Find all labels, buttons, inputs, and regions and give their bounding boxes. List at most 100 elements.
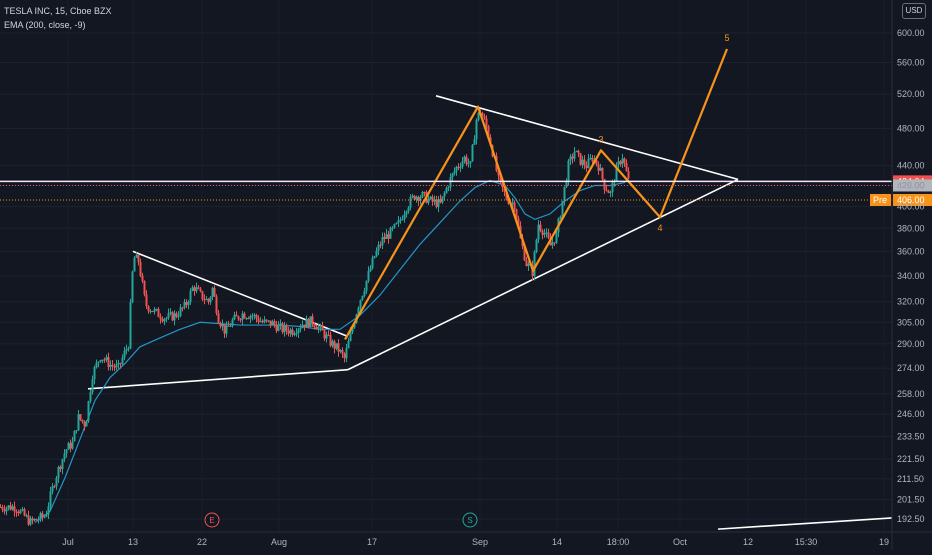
candle-body xyxy=(377,244,380,251)
candle-body xyxy=(33,518,36,521)
candle-body xyxy=(15,511,18,513)
candle-body xyxy=(611,182,614,192)
indicator-title[interactable]: EMA (200, close, -9) xyxy=(4,20,86,30)
price-tick-label: 221.50 xyxy=(897,454,925,464)
candle-body xyxy=(287,330,290,334)
candle-body xyxy=(343,353,346,359)
candle-body xyxy=(579,153,582,165)
price-tick-label: 560.00 xyxy=(897,57,925,67)
price-tick-label: 520.00 xyxy=(897,89,925,99)
candle-body xyxy=(143,281,146,295)
price-tick-label: 233.50 xyxy=(897,431,925,441)
elliott-wave[interactable]: 3 4 5 xyxy=(344,33,730,340)
symbol-title[interactable]: TESLA INC, 15, Cboe BZX xyxy=(4,6,112,16)
candle-body xyxy=(469,161,472,164)
time-tick-label: 19 xyxy=(879,537,889,547)
event-marker-label: E xyxy=(209,516,214,525)
currency-button[interactable]: USD xyxy=(902,3,926,19)
ema-series xyxy=(34,179,626,523)
candle-body xyxy=(115,364,118,368)
price-tick-label: 246.00 xyxy=(897,409,925,419)
candle-body xyxy=(39,513,42,520)
candle-body xyxy=(219,323,222,327)
candle-body xyxy=(17,511,20,514)
candle-body xyxy=(417,196,420,201)
candle-body xyxy=(627,171,630,179)
candle-body xyxy=(281,323,284,333)
candle-body xyxy=(605,189,608,191)
candle-body xyxy=(13,506,16,512)
candle-body xyxy=(421,191,424,198)
candle-body xyxy=(85,420,88,427)
candle-body xyxy=(157,309,160,318)
candle-body xyxy=(81,419,84,422)
candle-body xyxy=(263,319,266,323)
candle-body xyxy=(113,366,116,368)
candle-body xyxy=(65,449,68,454)
candle-body xyxy=(271,321,274,326)
price-badge xyxy=(893,179,932,192)
candle-body xyxy=(551,242,554,246)
candle-body xyxy=(559,216,562,219)
candle-body xyxy=(7,505,10,508)
candle-body xyxy=(517,218,520,226)
candle-body xyxy=(325,334,328,339)
price-tick-label: 420.00 xyxy=(897,180,925,190)
candle-body xyxy=(169,312,172,314)
candle-body xyxy=(465,156,468,164)
candle-body xyxy=(505,191,508,200)
candle-body xyxy=(89,392,92,402)
event-marker xyxy=(462,512,478,528)
candle-body xyxy=(69,443,72,449)
time-axis[interactable]: Jul 13 22 Aug 17 Sep 14 18:00 Oct 12 15:30 19 xyxy=(0,531,932,547)
trendline-bottom-right-segment xyxy=(717,517,893,530)
candle-body xyxy=(207,298,210,303)
candle-body xyxy=(339,350,342,352)
candle-body xyxy=(99,360,102,362)
candle-body xyxy=(93,367,96,380)
time-tick-label: 13 xyxy=(128,537,138,547)
candle-body xyxy=(189,290,192,303)
price-tick-label: 305.00 xyxy=(897,317,925,327)
candle-body xyxy=(285,325,288,331)
candle-body xyxy=(575,150,578,153)
trendline-triangle-lower xyxy=(347,178,739,371)
candle-body xyxy=(577,150,580,154)
price-badge xyxy=(893,193,932,206)
candle-body xyxy=(603,179,606,190)
candle-body xyxy=(397,220,400,223)
candle-body xyxy=(535,239,538,253)
candle-body xyxy=(43,516,46,518)
candle-body xyxy=(165,317,168,320)
candle-body xyxy=(541,230,544,235)
price-tick-label: 400.00 xyxy=(897,201,925,211)
candle-body xyxy=(511,202,514,204)
candle-body xyxy=(373,256,376,259)
candle-body xyxy=(105,357,108,361)
candle-body xyxy=(53,486,56,488)
candle-body xyxy=(187,302,190,305)
trendlines[interactable] xyxy=(87,95,893,530)
price-tick-label: 258.00 xyxy=(897,389,925,399)
price-axis[interactable]: 192.50 201.50 211.50 221.50 233.50 246.00 258.… xyxy=(891,0,925,550)
candle-body xyxy=(369,268,372,272)
candle-body xyxy=(175,313,178,317)
candle-body xyxy=(269,320,272,326)
candle-body xyxy=(401,219,404,221)
candle-body xyxy=(543,233,546,235)
candle-body xyxy=(405,211,408,215)
wave-line xyxy=(344,48,729,340)
candle-body xyxy=(179,307,182,316)
candle-body xyxy=(57,466,60,478)
candle-body xyxy=(497,170,500,176)
candle-body xyxy=(599,167,602,171)
candle-body xyxy=(259,321,262,323)
candle-body xyxy=(63,453,66,460)
candle-body xyxy=(95,362,98,368)
candle-body xyxy=(83,421,86,427)
candle-body xyxy=(27,515,30,525)
candle-body xyxy=(569,156,572,161)
